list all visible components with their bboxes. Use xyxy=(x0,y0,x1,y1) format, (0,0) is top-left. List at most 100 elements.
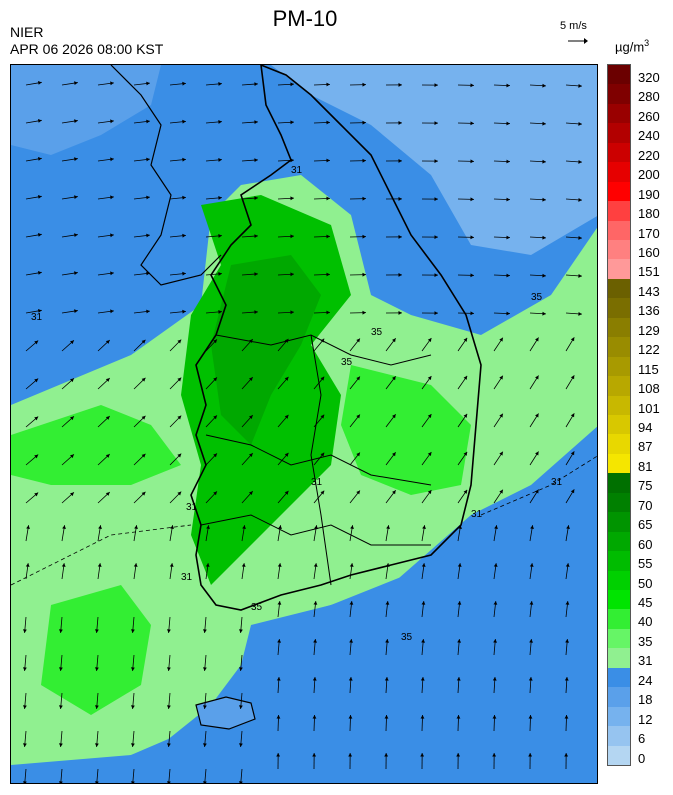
wind-arrow-icon xyxy=(493,489,504,504)
wind-arrow-icon xyxy=(385,234,403,239)
wind-arrow-icon xyxy=(492,677,497,694)
contour-label: 31 xyxy=(181,572,193,583)
wind-arrow-icon xyxy=(349,196,367,201)
contour-label: 35 xyxy=(401,632,413,643)
wind-arrow-icon xyxy=(277,376,289,390)
chart-title: PM-10 xyxy=(272,6,338,31)
wind-arrow-icon xyxy=(349,234,367,239)
wind-arrow-icon xyxy=(205,195,222,200)
contour-label: 31 xyxy=(31,312,43,323)
legend-swatch xyxy=(608,415,630,435)
contour-line xyxy=(480,455,597,516)
wind-arrow-icon xyxy=(528,714,533,732)
wind-arrow-icon xyxy=(133,415,146,428)
legend-label: 75 xyxy=(638,478,653,494)
wind-arrow-icon xyxy=(385,414,397,428)
wind-arrow-icon xyxy=(312,752,317,770)
wind-arrow-icon xyxy=(456,752,461,770)
wind-arrow-icon xyxy=(169,309,186,314)
wind-arrow-icon xyxy=(277,272,294,277)
wind-arrow-icon xyxy=(25,416,39,428)
wind-arrow-icon xyxy=(169,271,186,276)
legend-label: 136 xyxy=(638,303,660,319)
unit-base: µg/m xyxy=(615,39,645,55)
wind-arrow-icon xyxy=(529,235,546,240)
wind-arrow-icon xyxy=(277,310,294,315)
wind-arrow-icon xyxy=(421,159,439,164)
wind-arrow-icon xyxy=(421,235,439,240)
wind-arrow-icon xyxy=(385,490,397,504)
sea-south xyxy=(211,465,597,783)
wind-arrow-icon xyxy=(61,157,78,162)
legend-swatch xyxy=(608,123,630,144)
wind-arrow-icon xyxy=(493,197,511,202)
wind-arrow-icon xyxy=(133,81,150,86)
legend-swatch xyxy=(608,298,630,319)
wind-arrow-icon xyxy=(241,563,246,580)
wind-arrow-icon xyxy=(205,415,218,428)
wind-arrow-icon xyxy=(457,121,475,126)
wind-arrow-icon xyxy=(59,768,63,783)
province-boundary xyxy=(200,514,431,546)
legend-label: 122 xyxy=(638,342,660,358)
legend-label: 31 xyxy=(638,653,653,669)
wind-arrow-icon xyxy=(241,82,258,87)
wind-arrow-icon xyxy=(349,563,354,580)
wind-arrow-icon xyxy=(313,196,331,201)
legend-label: 160 xyxy=(638,245,660,260)
wind-arrow-icon xyxy=(95,730,99,747)
wind-arrow-icon xyxy=(276,677,281,694)
legend-label: 115 xyxy=(638,361,659,377)
legend-swatch xyxy=(608,142,630,163)
wind-arrow-icon xyxy=(241,414,254,428)
contour-label-group: 31 31 31 35 31 35 35 31 31 35 35 31 xyxy=(31,165,563,643)
wind-arrow-icon xyxy=(529,121,546,126)
wind-arrow-icon xyxy=(493,121,511,126)
wind-arrow-icon xyxy=(25,340,39,352)
wind-arrow-icon xyxy=(384,752,389,770)
wind-arrow-icon xyxy=(61,119,78,124)
wind-arrow-icon xyxy=(529,375,539,390)
wind-arrow-icon xyxy=(565,375,575,390)
contour-label: 31 xyxy=(551,477,563,488)
wind-arrow-icon xyxy=(385,601,390,618)
wind-arrow-icon xyxy=(25,195,42,200)
wind-arrow-icon xyxy=(205,339,218,352)
wind-arrow-icon xyxy=(97,157,114,162)
wind-arrow-icon xyxy=(421,525,426,542)
wind-arrow-icon xyxy=(203,768,207,783)
wind-arrow-icon xyxy=(133,491,146,504)
wind-arrow-icon xyxy=(25,525,30,542)
wind-arrow-icon xyxy=(25,157,42,162)
wind-arrow-icon xyxy=(97,119,114,124)
wind-arrow-icon xyxy=(384,714,389,732)
wind-arrow-icon xyxy=(241,452,254,466)
wind-arrow-icon xyxy=(239,730,243,747)
wind-arrow-icon xyxy=(493,337,504,352)
legend-swatch xyxy=(608,356,630,377)
wind-arrow-icon xyxy=(277,601,282,618)
wind-arrow-icon xyxy=(133,157,150,162)
wind-arrow-icon xyxy=(25,119,42,124)
wind-arrow-icon xyxy=(169,453,182,466)
wind-arrow-icon xyxy=(239,654,243,671)
wind-arrow-icon xyxy=(205,525,210,542)
wind-arrow-icon xyxy=(493,159,511,164)
wind-arrow-icon xyxy=(277,452,289,466)
wind-arrow-icon xyxy=(457,197,475,202)
wind-arrow-icon xyxy=(131,654,135,671)
north-outline xyxy=(110,65,222,286)
wind-arrow-icon xyxy=(313,490,325,504)
wind-arrow-icon xyxy=(241,196,258,201)
wind-arrow-icon xyxy=(203,616,207,633)
wind-arrow-icon xyxy=(421,83,439,88)
wind-arrow-icon xyxy=(565,121,582,126)
legend-label: 180 xyxy=(638,206,660,222)
wind-arrow-icon xyxy=(97,377,110,390)
legend-swatch xyxy=(608,473,630,494)
wind-arrow-icon xyxy=(97,309,114,314)
wind-arrow-icon xyxy=(133,119,150,124)
wind-arrow-icon xyxy=(313,414,325,428)
wind-arrow-icon xyxy=(385,158,403,163)
wind-arrow-icon xyxy=(421,197,439,202)
